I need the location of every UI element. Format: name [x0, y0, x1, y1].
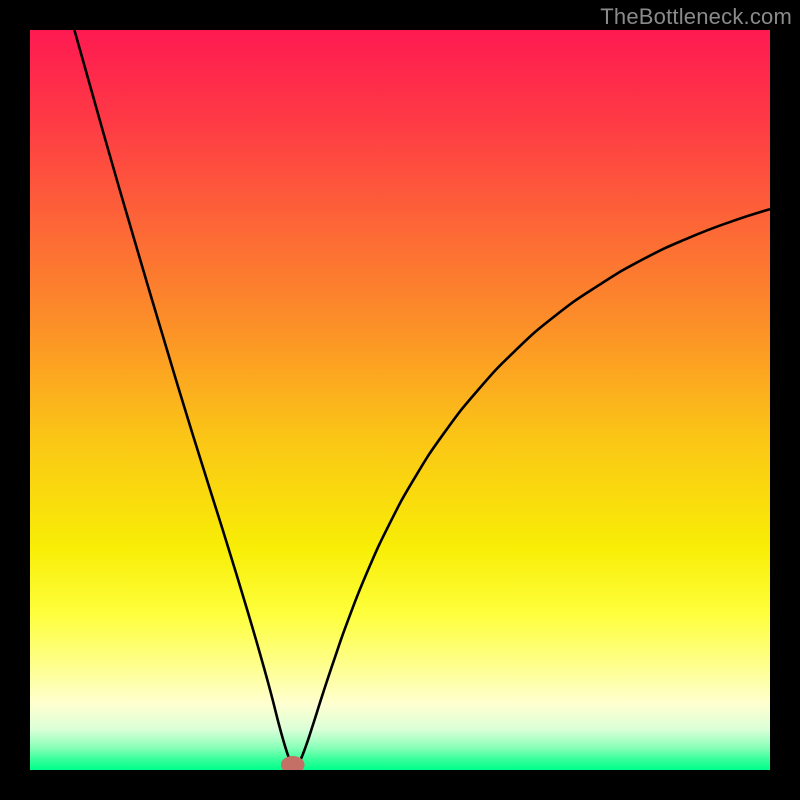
gradient-background: [30, 30, 770, 770]
chart-root: TheBottleneck.com: [0, 0, 800, 800]
plot-area: [30, 30, 770, 770]
watermark-text: TheBottleneck.com: [600, 4, 792, 30]
plot-svg: [30, 30, 770, 770]
